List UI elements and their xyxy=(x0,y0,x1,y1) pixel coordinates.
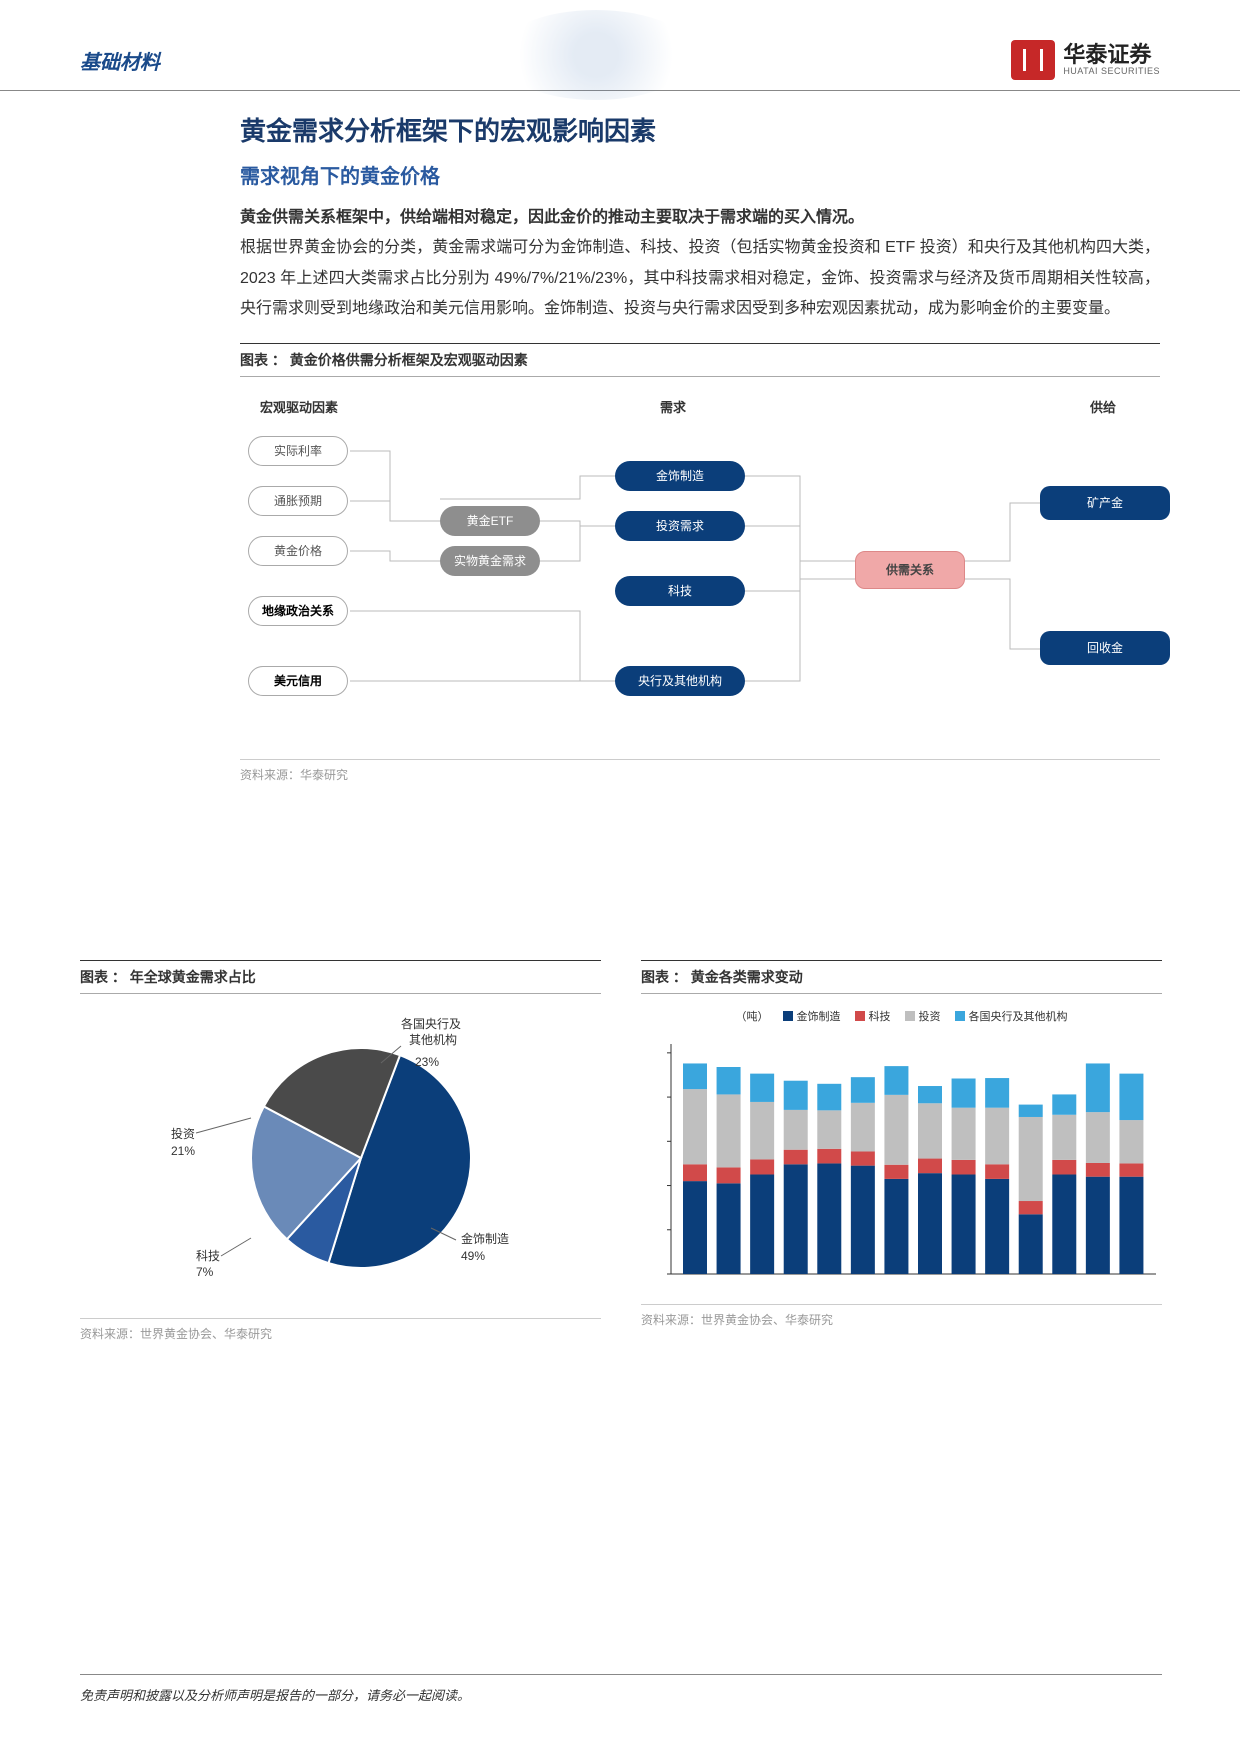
colhead-demand: 需求 xyxy=(660,397,686,416)
category-label: 基础材料 xyxy=(80,46,160,75)
supply-1: 矿产金 xyxy=(1040,486,1170,520)
pie-column: 图表 ： 年全球黄金需求占比 金饰制造 49% 科技 7% 投资 21% 各国央行及其他机构… xyxy=(80,960,601,1348)
bar-title: 图表 ： 黄金各类需求变动 xyxy=(641,960,1162,994)
leg-3: 投资 xyxy=(905,1008,941,1024)
driver-4: 地缘政治关系 xyxy=(248,596,348,626)
main-content: 黄金需求分析框架下的宏观影响因素 需求视角下的黄金价格 黄金供需关系框架中，供给… xyxy=(0,91,1240,789)
page-header: 基础材料 华泰证券 HUATAI SECURITIES xyxy=(0,0,1240,91)
colhead-supply: 供给 xyxy=(1090,397,1116,416)
chart1-flow: 宏观驱动因素 需求 供给 实际利率 通胀预期 黄金价格 地缘政治关系 美元信用 … xyxy=(240,391,1160,751)
bar-source: 资料来源：世界黄金协会、华泰研究 xyxy=(641,1304,1162,1334)
bar-chart xyxy=(641,1034,1161,1294)
driver-5: 美元信用 xyxy=(248,666,348,696)
supply-2: 回收金 xyxy=(1040,631,1170,665)
colhead-drivers: 宏观驱动因素 xyxy=(260,397,338,416)
driver-2: 通胀预期 xyxy=(248,486,348,516)
svg-text:7%: 7% xyxy=(196,1265,214,1279)
svg-text:各国央行及: 各国央行及 xyxy=(401,1016,461,1031)
charts-row: 图表 ： 年全球黄金需求占比 金饰制造 49% 科技 7% 投资 21% 各国央行及其他机构… xyxy=(80,960,1162,1348)
svg-text:其他机构: 其他机构 xyxy=(409,1032,457,1047)
header-decor xyxy=(496,10,696,100)
demand-4: 央行及其他机构 xyxy=(615,666,745,696)
svg-text:投资: 投资 xyxy=(171,1126,195,1141)
svg-text:23%: 23% xyxy=(415,1055,439,1069)
leg-1: 金饰制造 xyxy=(783,1008,841,1024)
leg-4: 各国央行及其他机构 xyxy=(955,1008,1068,1024)
pie-chart: 金饰制造 49% 科技 7% 投资 21% 各国央行及其他机构 23% xyxy=(101,1008,581,1308)
mid-etf: 黄金ETF xyxy=(440,506,540,536)
title-main: 黄金需求分析框架下的宏观影响因素 xyxy=(240,111,1160,148)
relation-box: 供需关系 xyxy=(855,551,965,589)
title-sub: 需求视角下的黄金价格 xyxy=(240,160,1160,189)
pie-source: 资料来源：世界黄金协会、华泰研究 xyxy=(80,1318,601,1348)
chart1-connectors xyxy=(240,391,1160,751)
demand-1: 金饰制造 xyxy=(615,461,745,491)
para-body: 根据世界黄金协会的分类，黄金需求端可分为金饰制造、科技、投资（包括实物黄金投资和… xyxy=(240,233,1160,324)
bar-column: 图表 ： 黄金各类需求变动 （吨） 金饰制造 科技 投资 各国央行及其他机构 资… xyxy=(641,960,1162,1348)
footer-disclaimer: 免责声明和披露以及分析师声明是报告的一部分，请务必一起阅读。 xyxy=(80,1674,1162,1704)
svg-text:科技: 科技 xyxy=(196,1249,220,1263)
svg-text:49%: 49% xyxy=(461,1249,485,1263)
logo-icon xyxy=(1011,40,1055,80)
leg-2: 科技 xyxy=(855,1008,891,1024)
driver-3: 黄金价格 xyxy=(248,536,348,566)
demand-2: 投资需求 xyxy=(615,511,745,541)
demand-3: 科技 xyxy=(615,576,745,606)
body-paragraph: 黄金供需关系框架中，供给端相对稳定，因此金价的推动主要取决于需求端的买入情况。 … xyxy=(240,203,1160,325)
para-bold: 黄金供需关系框架中，供给端相对稳定，因此金价的推动主要取决于需求端的买入情况。 xyxy=(240,209,864,226)
logo-cn: 华泰证券 xyxy=(1063,43,1160,67)
pie-title: 图表 ： 年全球黄金需求占比 xyxy=(80,960,601,994)
svg-text:21%: 21% xyxy=(171,1144,195,1158)
bar-legend: （吨） 金饰制造 科技 投资 各国央行及其他机构 xyxy=(641,1008,1162,1024)
logo-text: 华泰证券 HUATAI SECURITIES xyxy=(1063,43,1160,77)
mid-physical: 实物黄金需求 xyxy=(440,546,540,576)
logo-en: HUATAI SECURITIES xyxy=(1063,67,1160,77)
svg-text:金饰制造: 金饰制造 xyxy=(461,1231,509,1246)
chart1-title: 图表 ： 黄金价格供需分析框架及宏观驱动因素 xyxy=(240,343,1160,377)
bar-ylabel: （吨） xyxy=(736,1008,769,1024)
chart1-source: 资料来源：华泰研究 xyxy=(240,759,1160,789)
driver-1: 实际利率 xyxy=(248,436,348,466)
brand-block: 华泰证券 HUATAI SECURITIES xyxy=(1011,40,1160,80)
